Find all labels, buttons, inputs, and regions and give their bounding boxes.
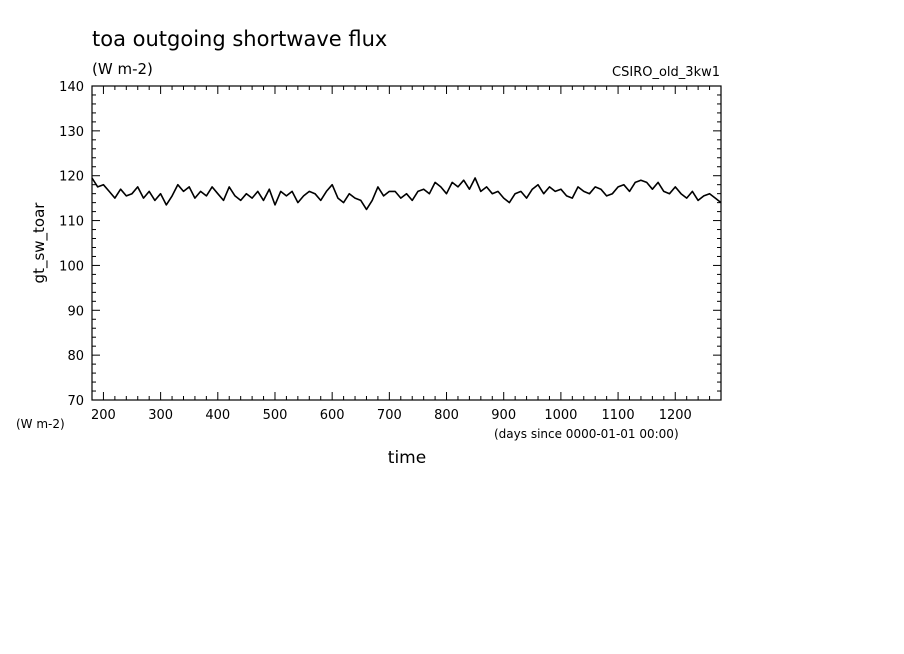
x-tick-label: 600 <box>320 408 345 423</box>
plot-area <box>91 85 722 401</box>
y-tick-label: 80 <box>67 349 84 364</box>
x-tick-label: 400 <box>205 408 230 423</box>
x-tick-label: 1100 <box>602 408 635 423</box>
x-axis-label: time <box>388 448 426 468</box>
y-axis-units: (W m-2) <box>16 417 65 431</box>
x-tick-label: 500 <box>263 408 288 423</box>
y-tick-label: 110 <box>59 215 84 230</box>
series-line-0 <box>91 177 722 211</box>
plot-frame <box>91 85 722 401</box>
x-tick-label: 800 <box>434 408 459 423</box>
series-layer <box>91 177 722 211</box>
x-axis-units: (days since 0000-01-01 00:00) <box>494 427 679 441</box>
x-axis: 200 300 400 500 600 700 800 900 1000 1100 1200 <box>91 86 722 423</box>
chart-subtitle: (W m-2) <box>92 60 153 78</box>
chart-title: toa outgoing shortwave flux <box>92 27 387 51</box>
x-tick-label: 700 <box>377 408 402 423</box>
y-tick-label: 90 <box>67 304 84 319</box>
y-axis: 70 80 90 100 110 120 130 140 <box>59 80 721 409</box>
x-tick-label: 1000 <box>544 408 577 423</box>
y-tick-label: 70 <box>67 394 84 409</box>
x-tick-label: 1200 <box>659 408 692 423</box>
y-tick-label: 120 <box>59 170 84 185</box>
y-tick-label: 130 <box>59 125 84 140</box>
x-tick-label: 200 <box>91 408 116 423</box>
x-tick-label: 900 <box>491 408 516 423</box>
x-tick-label: 300 <box>148 408 173 423</box>
y-tick-label: 100 <box>59 259 84 274</box>
run-label: CSIRO_old_3kw1 <box>612 65 720 80</box>
y-tick-label: 140 <box>59 80 84 95</box>
y-axis-label: gt_sw_toar <box>30 202 49 284</box>
